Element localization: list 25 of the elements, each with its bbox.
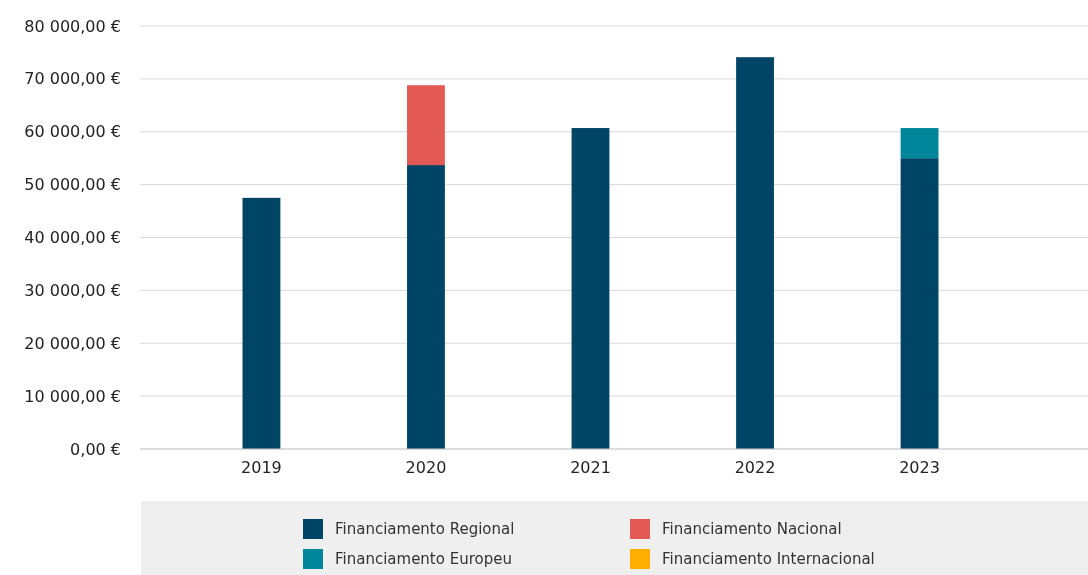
x-tick-label: 2021 (570, 457, 611, 477)
bar (900, 128, 939, 159)
bar (571, 128, 610, 449)
y-tick-label: 0,00 € (70, 439, 121, 459)
x-tick-label: 2022 (734, 457, 776, 477)
bar (736, 57, 774, 449)
y-tick-label: 30 000,00 € (24, 280, 121, 300)
legend-label: Financiamento Europeu (335, 550, 512, 568)
y-tick-label: 80 000,00 € (24, 16, 121, 36)
legend-label: Financiamento Internacional (662, 550, 875, 568)
bar (242, 197, 281, 449)
y-tick-label: 50 000,00 € (24, 175, 121, 195)
legend-label: Financiamento Regional (335, 520, 515, 538)
y-tick-label: 20 000,00 € (24, 333, 121, 353)
y-tick-label: 10 000,00 € (24, 386, 121, 406)
y-tick-label: 70 000,00 € (24, 69, 121, 89)
y-tick-label: 60 000,00 € (24, 122, 121, 142)
y-tick-label: 40 000,00 € (24, 228, 121, 247)
x-tick-label: 2020 (405, 457, 447, 477)
bar (407, 165, 445, 449)
bar (900, 158, 939, 449)
x-tick-label: 2019 (241, 457, 282, 477)
x-tick-label: 2023 (899, 457, 940, 477)
legend-label: Financiamento Nacional (662, 520, 842, 538)
bar (407, 85, 445, 166)
